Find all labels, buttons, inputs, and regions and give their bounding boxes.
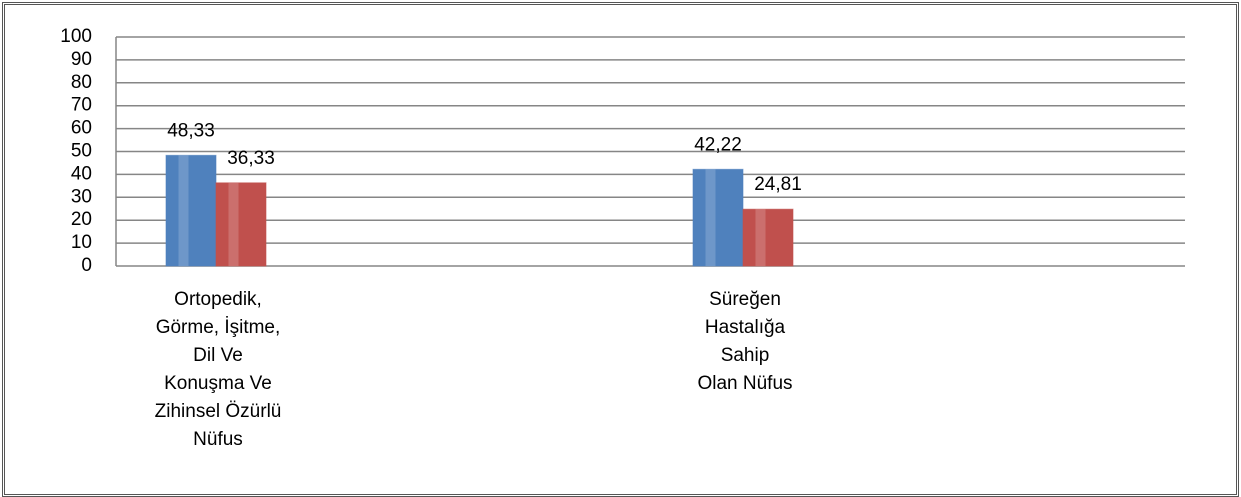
y-tick-label: 100 — [60, 26, 92, 47]
y-tick-label: 90 — [71, 49, 92, 70]
bar-shine — [178, 155, 189, 266]
bar-shine — [705, 169, 716, 266]
bar — [742, 208, 794, 267]
x-tick-label: Süreğen Hastalığa Sahip Olan Nüfus — [697, 289, 793, 394]
y-tick-label: 20 — [71, 209, 92, 230]
y-tick-label: 30 — [71, 186, 92, 207]
data-label: 36,33 — [227, 148, 275, 169]
y-tick-label: 40 — [71, 163, 92, 184]
data-label: 48,33 — [167, 120, 215, 141]
bar — [692, 168, 744, 267]
data-label: 42,22 — [694, 134, 742, 155]
y-tick-label: 10 — [71, 232, 92, 253]
bar-shine — [228, 182, 239, 266]
bar-shine — [755, 209, 766, 266]
data-label: 24,81 — [754, 174, 802, 195]
bar — [215, 182, 267, 267]
y-tick-label: 80 — [71, 72, 92, 93]
y-tick-label: 50 — [71, 141, 92, 162]
bar — [165, 154, 217, 267]
y-tick-label: 60 — [71, 118, 92, 139]
y-tick-label: 0 — [81, 255, 92, 276]
y-tick-label: 70 — [71, 95, 92, 116]
x-tick-label: Ortopedik, Görme, İşitme, Dil Ve Konuşma… — [154, 289, 282, 450]
